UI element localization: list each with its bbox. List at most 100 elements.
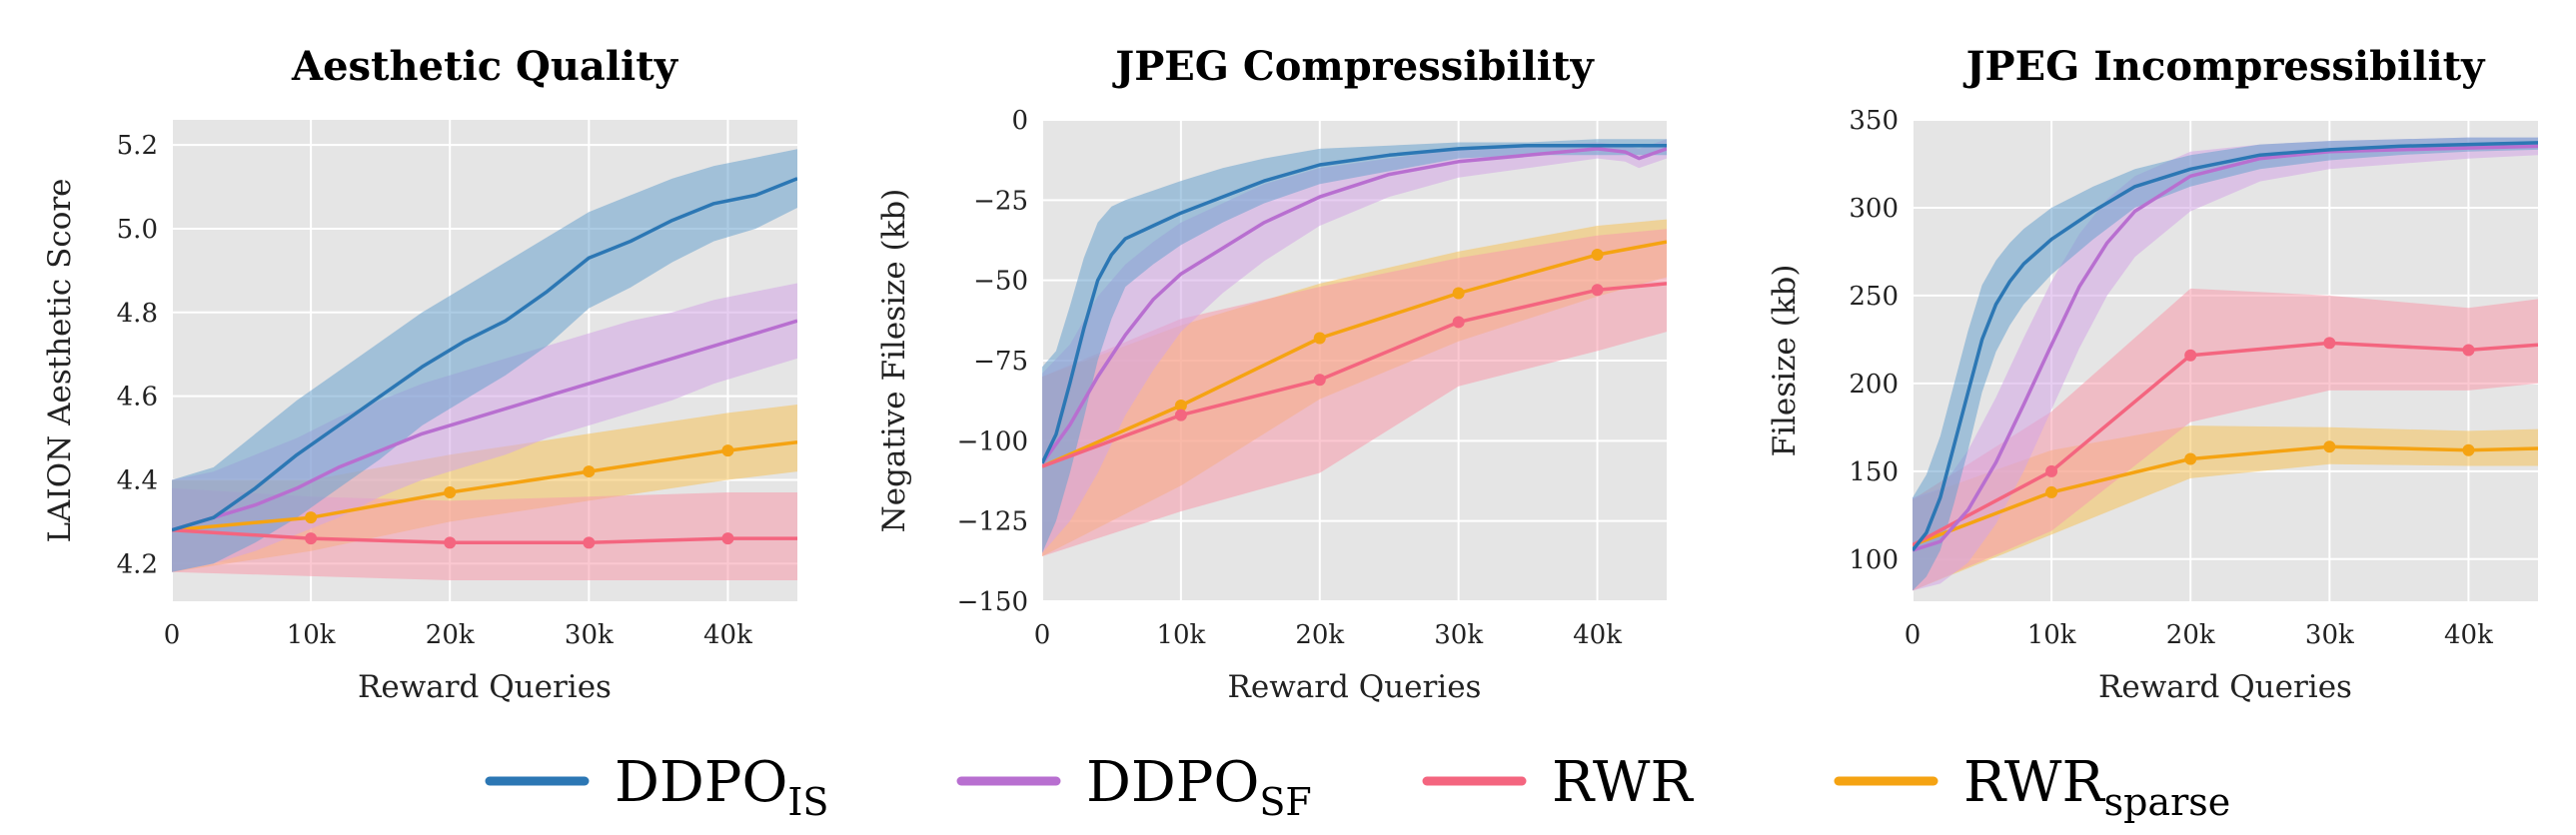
marker-rwr [1174, 409, 1187, 421]
x-tick-label: 40k [1573, 620, 1622, 650]
x-tick-label: 10k [2027, 620, 2076, 650]
legend-item: RWRsparse [1834, 750, 2230, 824]
y-tick-label: 300 [1849, 194, 1899, 224]
marker-rwr [1452, 316, 1465, 329]
band-ddpo-is [172, 149, 797, 572]
line-ddpo-is [1042, 143, 1667, 464]
marker-rwr [1591, 284, 1604, 297]
y-tick-label: −150 [957, 587, 1028, 617]
series-group [1042, 139, 1667, 557]
y-tick-label: 4.6 [117, 383, 158, 413]
y-tick-label: 0 [1011, 106, 1028, 136]
x-tick-label: 10k [287, 620, 336, 650]
marker-rwr [721, 532, 734, 545]
line-rwr [1913, 341, 2538, 547]
line-ddpo-sf [172, 319, 797, 532]
marker-rwr-sparse [1313, 332, 1326, 345]
y-tick-label: 4.4 [117, 465, 158, 495]
marker-rwr-sparse [1591, 248, 1604, 261]
chart-title: JPEG Incompressibility [1963, 43, 2486, 90]
line-ddpo-is [172, 177, 797, 532]
marker-rwr-sparse [2323, 440, 2336, 453]
marker-rwr-sparse [444, 486, 457, 499]
x-tick-label: 40k [703, 620, 752, 650]
marker-rwr [2462, 344, 2475, 357]
legend-label: DDPOSF [1086, 750, 1312, 824]
band-rwr [1913, 288, 2538, 591]
y-axis-label: Negative Filesize (kb) [876, 189, 912, 533]
line-rwr-sparse [1042, 240, 1667, 468]
line-ddpo-sf [1042, 147, 1667, 464]
y-axis-label: Filesize (kb) [1767, 265, 1803, 457]
line-rwr-sparse [172, 439, 797, 532]
legend-subscript: SF [1259, 780, 1311, 824]
y-tick-label: −25 [973, 186, 1028, 216]
marker-rwr-sparse [305, 511, 318, 524]
band-ddpo-is [1913, 137, 2538, 591]
y-tick-label: −50 [973, 267, 1028, 297]
legend-item: RWR [1422, 750, 1694, 815]
y-tick-label: 250 [1849, 282, 1899, 312]
x-tick-label: 20k [1295, 620, 1344, 650]
legend-subscript: IS [787, 780, 828, 824]
marker-rwr [2184, 349, 2197, 362]
band-ddpo-sf [1042, 139, 1667, 553]
y-tick-label: 5.2 [117, 131, 158, 161]
y-tick-label: 200 [1849, 370, 1899, 400]
y-tick-label: −75 [973, 347, 1028, 377]
chart-panel-3: 0 10k 20k 30k 40k 100 150 200 250 300 350 JPEG Inco… [1767, 43, 2538, 705]
line-rwr [1042, 282, 1667, 468]
y-tick-label: 4.8 [117, 299, 158, 329]
x-tick-label: 20k [2166, 620, 2215, 650]
y-axis-label: LAION Aesthetic Score [42, 178, 78, 542]
marker-rwr [1313, 374, 1326, 387]
legend-label: RWR [1552, 750, 1694, 815]
legend-label: RWRsparse [1963, 750, 2230, 824]
marker-rwr [305, 532, 318, 545]
x-tick-label: 0 [164, 620, 181, 650]
line-ddpo-is [1913, 141, 2538, 552]
marker-rwr [2323, 337, 2336, 350]
x-tick-label: 30k [1434, 620, 1483, 650]
y-tick-label: 150 [1849, 457, 1899, 487]
x-axis-label: Reward Queries [2098, 669, 2352, 705]
marker-rwr-sparse [583, 465, 596, 478]
x-tick-label: 0 [1034, 620, 1051, 650]
chart-title: JPEG Compressibility [1112, 43, 1595, 90]
y-tick-label: −125 [957, 507, 1028, 537]
x-axis-label: Reward Queries [358, 669, 612, 705]
band-ddpo-sf [1913, 137, 2538, 591]
marker-rwr-sparse [1174, 399, 1187, 412]
line-rwr-sparse [1913, 444, 2538, 547]
series-group [172, 149, 797, 580]
legend-label: DDPOIS [615, 750, 828, 824]
series-group [1913, 137, 2538, 591]
marker-rwr [583, 536, 596, 549]
marker-rwr-sparse [2462, 443, 2475, 456]
legend-item: DDPOIS [485, 750, 828, 824]
legend-main-text: RWR [1963, 750, 2105, 815]
x-tick-label: 30k [565, 620, 614, 650]
x-tick-label: 40k [2444, 620, 2493, 650]
x-axis-label: Reward Queries [1228, 669, 1482, 705]
marker-rwr [444, 536, 457, 549]
y-tick-label: −100 [957, 426, 1028, 456]
x-tick-label: 20k [426, 620, 475, 650]
legend-main-text: DDPO [1086, 750, 1259, 815]
y-tick-label: 4.2 [117, 549, 158, 579]
line-rwr [172, 527, 797, 545]
chart-panel-2: 0 10k 20k 30k 40k 0 −25 −50 −75 −100 −125 −150 JPEG … [876, 43, 1667, 705]
marker-rwr-sparse [721, 444, 734, 457]
x-tick-label: 10k [1156, 620, 1205, 650]
chart-panel-1: 0 10k 20k 30k 40k 4.2 4.4 4.6 4.8 5.0 5.2 Aesthetic… [42, 43, 797, 705]
legend-item: DDPOSF [956, 750, 1312, 824]
legend-subscript: sparse [2104, 780, 2231, 824]
x-tick-label: 30k [2305, 620, 2354, 650]
line-ddpo-sf [1913, 144, 2538, 552]
legend-main-text: DDPO [615, 750, 787, 815]
x-tick-label: 0 [1905, 620, 1922, 650]
marker-rwr-sparse [2184, 452, 2197, 465]
legend-main-text: RWR [1552, 750, 1694, 815]
chart-title: Aesthetic Quality [291, 43, 679, 90]
